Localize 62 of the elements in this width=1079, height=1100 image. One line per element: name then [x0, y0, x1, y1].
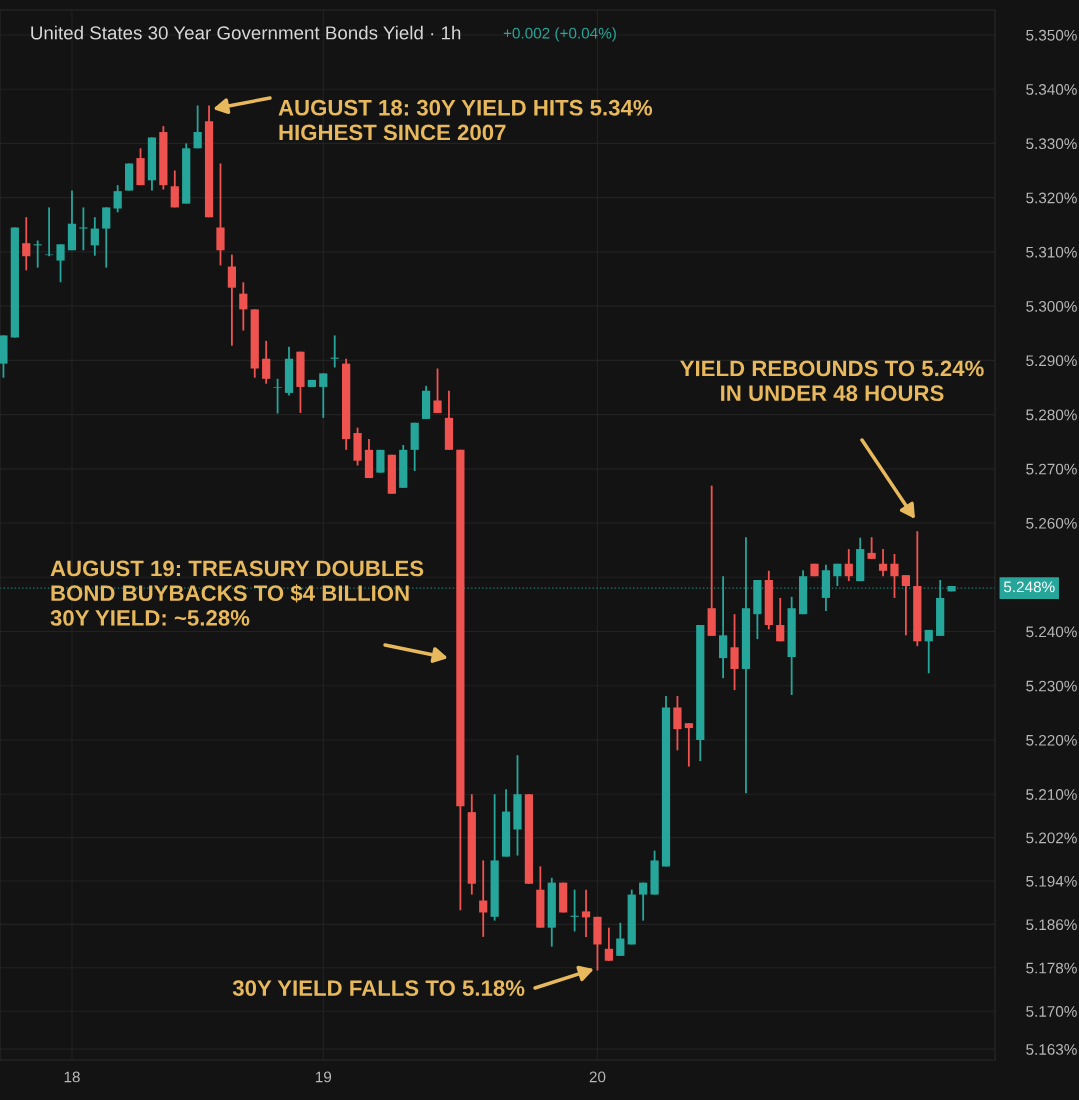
candlestick [319, 372, 328, 419]
x-tick-label: 20 [589, 1071, 606, 1083]
y-tick-label: 5.310% [1026, 246, 1077, 258]
candlestick [604, 926, 613, 962]
y-tick-label: 5.270% [1026, 463, 1077, 475]
ref-line-label: 5.248% [1003, 581, 1055, 593]
candlestick [878, 548, 888, 578]
candlestick [193, 104, 202, 150]
y-tick-label: 5.290% [1026, 355, 1077, 367]
y-tick-label: 5.300% [1026, 300, 1077, 312]
candlestick [113, 184, 122, 214]
candlestick [673, 695, 682, 752]
y-tick-label: 5.260% [1026, 517, 1077, 529]
candlestick [433, 367, 442, 414]
candlestick [239, 281, 248, 332]
y-tick-label: 5.340% [1026, 84, 1077, 95]
y-tick-label: 5.194% [1026, 875, 1077, 887]
candlestick [684, 722, 693, 768]
candlestick [45, 206, 54, 258]
y-tick-label: 5.186% [1026, 919, 1077, 931]
candlestick [79, 206, 88, 252]
y-tick-label: 5.330% [1026, 138, 1077, 150]
y-tick-label: 5.170% [1026, 1006, 1077, 1017]
y-tick-label: 5.202% [1026, 832, 1077, 844]
annotation: +0.002 (+0.04%) [503, 27, 616, 42]
candlestick [616, 921, 625, 957]
annotation: YIELD REBOUNDS TO 5.24% IN UNDER 48 HOURS [680, 360, 984, 402]
candlestick [273, 377, 282, 415]
candlestick [639, 881, 648, 922]
candlestick [56, 243, 65, 284]
candlestick [924, 629, 933, 675]
candlestick [581, 888, 591, 938]
y-tick-label: 5.220% [1026, 734, 1077, 746]
x-tick-label: 19 [315, 1071, 332, 1083]
candlestick [479, 859, 488, 938]
text: United States 30 Year Government Bonds Yield · 1h [31, 25, 461, 40]
y-tick-label: 5.240% [1026, 626, 1077, 638]
x-tick-label: 18 [64, 1071, 80, 1083]
annotation: AUGUST 19: TREASURY DOUBLES BOND BUYBACKS TO $4 BILLION 30Y YIELD: ~5.28% [50, 560, 424, 626]
y-tick-label: 5.320% [1026, 192, 1077, 204]
y-tick-label: 5.230% [1026, 680, 1077, 692]
candlestick [22, 216, 31, 272]
candlestick [227, 253, 237, 347]
candlestick [170, 169, 179, 209]
candlestick [844, 548, 853, 583]
y-tick-label: 5.178% [1026, 962, 1077, 974]
candlestick [890, 553, 899, 599]
y-tick-label: 5.163% [1026, 1044, 1077, 1055]
candlestick [102, 206, 111, 269]
candlestick [262, 339, 271, 385]
candlestick [570, 888, 579, 933]
candlestick [776, 597, 785, 643]
y-tick-label: 5.210% [1026, 789, 1077, 800]
candlestick [901, 574, 911, 637]
candlestick [90, 216, 99, 257]
candlestick [216, 162, 225, 267]
annotation: AUGUST 18: 30Y YIELD HITS 5.34% HIGHEST SINCE 2007 [278, 99, 653, 141]
annotation: 30Y YIELD FALLS TO 5.18% [232, 980, 525, 996]
y-tick-label: 5.280% [1026, 409, 1077, 421]
candlestick [867, 536, 876, 560]
candlestick [730, 613, 739, 692]
y-tick-label: 5.350% [1026, 29, 1077, 41]
